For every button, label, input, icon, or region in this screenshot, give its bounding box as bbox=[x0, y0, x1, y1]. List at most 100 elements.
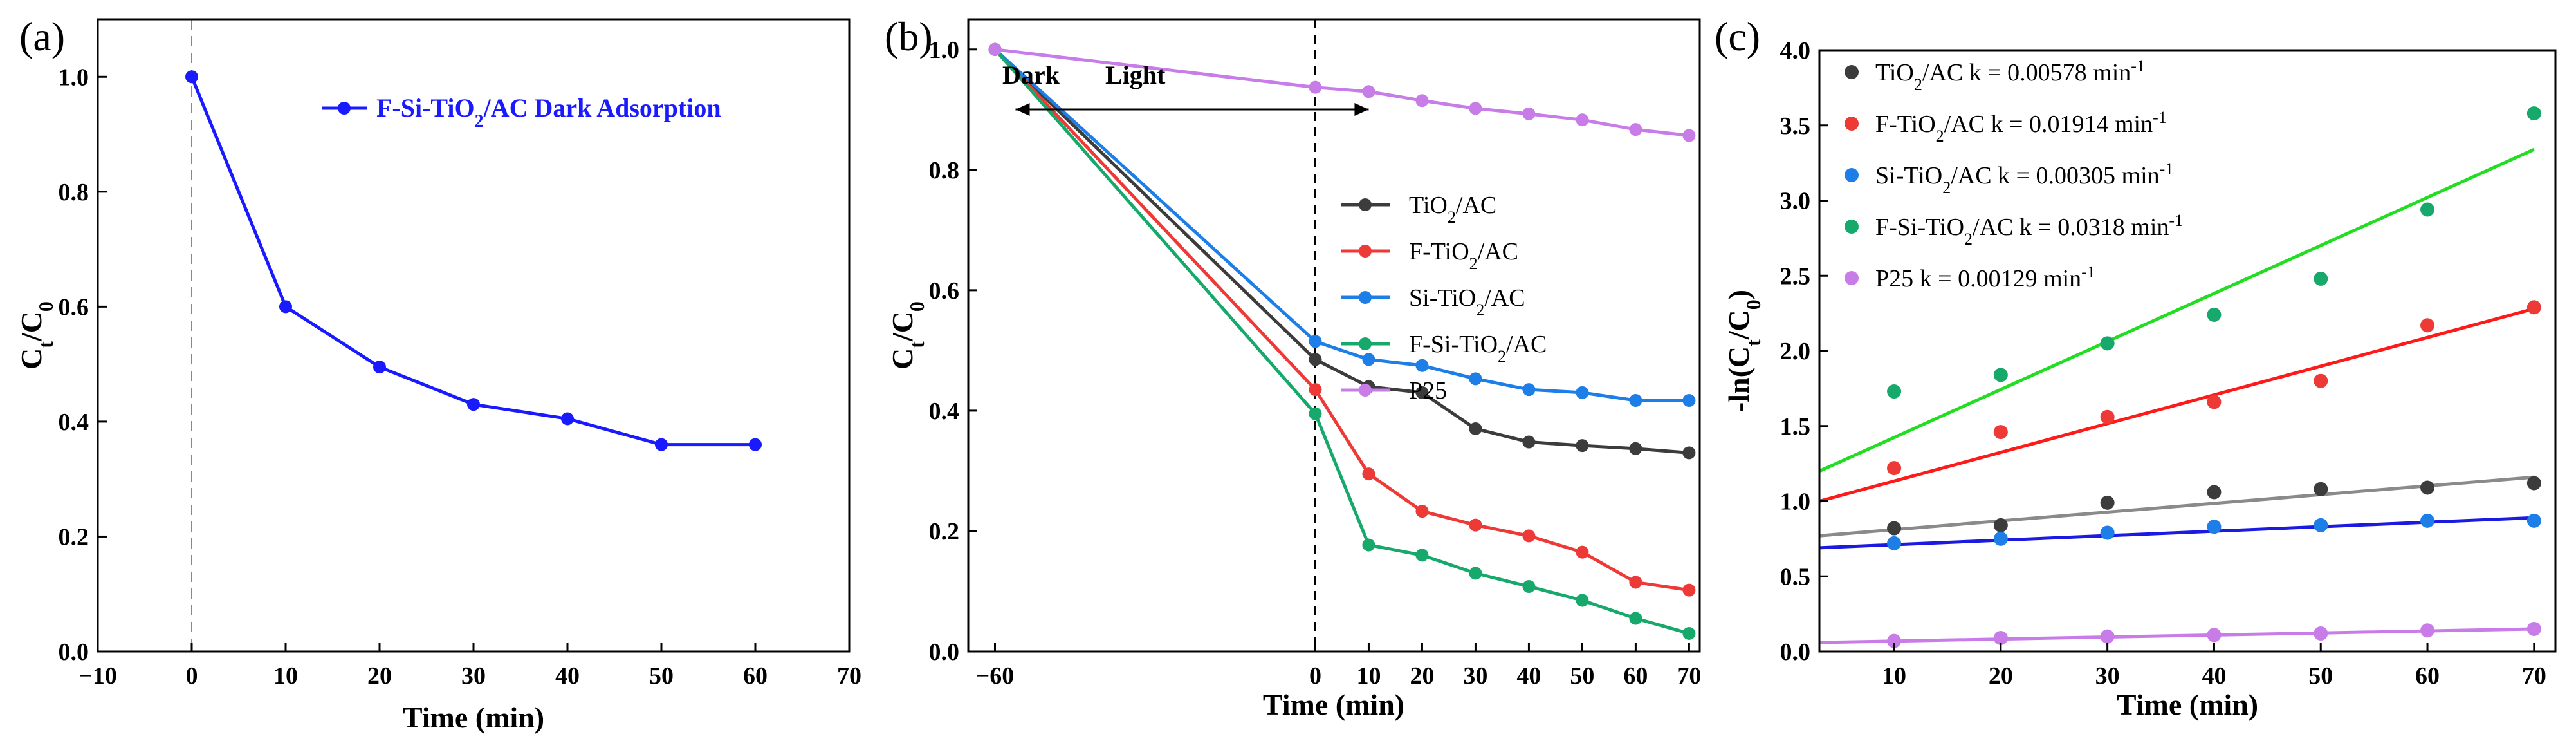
data-point-f-si-tio2-ac bbox=[2526, 106, 2541, 121]
x-tick-label: 10 bbox=[1882, 662, 1906, 689]
panel-a-label: (a) bbox=[19, 14, 65, 59]
data-point-f-si-tio2-ac bbox=[2420, 202, 2435, 217]
fit-line-p25 bbox=[1819, 627, 2534, 644]
panel-b-y-axis-title: Ct/C0 bbox=[886, 301, 928, 370]
data-point-tio2-ac bbox=[1629, 442, 1642, 455]
panel-c-label: (c) bbox=[1715, 14, 1760, 59]
data-point-f-tio2-ac bbox=[1887, 461, 1902, 476]
series-line-si-tio2-ac bbox=[993, 48, 1689, 402]
legend-label-si-tio2-ac: Si-TiO2/AC k = 0.00305 min-1 bbox=[1875, 160, 2173, 197]
panel-b-legend: TiO2/AC F-TiO2/AC Si-TiO2/AC F-Si-TiO2/AC P2… bbox=[1341, 192, 1547, 404]
legend-marker-si-tio2-ac bbox=[1845, 168, 1859, 182]
y-tick-label: 3.5 bbox=[1780, 113, 1811, 140]
legend-marker-tio2-ac bbox=[1845, 65, 1859, 79]
data-point-si-tio2-ac bbox=[1309, 335, 1322, 348]
data-point-f-tio2-ac bbox=[2314, 373, 2328, 388]
x-tick-label: 0 bbox=[186, 662, 198, 689]
y-tick-label: 0.6 bbox=[929, 277, 960, 305]
data-point-f-tio2-ac bbox=[1629, 576, 1642, 589]
y-tick-label: 3.0 bbox=[1780, 188, 1811, 215]
y-tick-label: 0.6 bbox=[59, 294, 89, 321]
legend-marker-f-si-tio2-ac-dark bbox=[338, 102, 351, 115]
x-tick-label: 70 bbox=[1677, 662, 1701, 689]
x-tick-label: 50 bbox=[2308, 662, 2333, 689]
y-tick-label: 0.0 bbox=[59, 639, 89, 666]
data-point-si-tio2-ac bbox=[2420, 513, 2435, 528]
data-point-tio2-ac bbox=[1415, 386, 1429, 399]
legend-marker-p25 bbox=[1845, 271, 1859, 285]
panel-c: (c) 10 20 30 40 50 60 70 0.0 0.5 1.0 1.5 2.0 2.5 3.0… bbox=[1715, 14, 2557, 721]
y-tick-label: 4.0 bbox=[1780, 37, 1811, 64]
data-point-f-si-tio2-ac bbox=[1887, 384, 1902, 399]
x-tick-label: 20 bbox=[367, 662, 392, 689]
x-tick-label: 20 bbox=[1410, 662, 1434, 689]
legend-label-f-tio2-ac: F-TiO2/AC bbox=[1409, 238, 1518, 273]
x-tick-label: −10 bbox=[78, 662, 117, 689]
data-point-si-tio2-ac bbox=[2314, 518, 2328, 532]
data-point-f-si-tio2-ac bbox=[1993, 368, 2008, 382]
series-line-f-tio2-ac bbox=[993, 48, 1689, 592]
x-tick-label: 70 bbox=[2522, 662, 2546, 689]
panel-c-frame bbox=[1818, 49, 2557, 653]
data-point-tio2-ac bbox=[1993, 518, 2008, 532]
data-point-f-si-tio2-ac bbox=[1682, 626, 1696, 640]
data-point-p25 bbox=[1682, 129, 1696, 142]
data-point-p25 bbox=[1362, 85, 1375, 98]
panel-b-y-ticks: 0.0 0.2 0.4 0.6 0.8 1.0 bbox=[929, 37, 977, 666]
data-point-f-si-tio2-ac bbox=[1629, 612, 1642, 625]
data-point-p25 bbox=[988, 42, 1002, 56]
data-point-f-si-tio2-ac-dark-adsorption bbox=[561, 412, 574, 426]
data-point-si-tio2-ac bbox=[1576, 386, 1589, 399]
panel-c-y-ticks: 0.0 0.5 1.0 1.5 2.0 2.5 3.0 3.5 4.0 bbox=[1780, 37, 1828, 666]
dark-label: Dark bbox=[1002, 61, 1060, 89]
x-tick-label: 20 bbox=[1989, 662, 2013, 689]
y-tick-label: 0.8 bbox=[929, 157, 960, 184]
x-tick-label: −60 bbox=[976, 662, 1015, 689]
x-tick-label: 40 bbox=[2202, 662, 2226, 689]
data-point-f-tio2-ac bbox=[1362, 467, 1375, 481]
x-tick-label: 0 bbox=[1309, 662, 1321, 689]
legend-label-tio2-ac: TiO2/AC bbox=[1409, 192, 1496, 227]
data-point-f-si-tio2-ac bbox=[2100, 336, 2115, 351]
data-point-si-tio2-ac bbox=[1415, 359, 1429, 372]
panel-c-x-ticks: 10 20 30 40 50 60 70 bbox=[1882, 643, 2546, 689]
fit-line-si-tio2-ac bbox=[1819, 516, 2534, 550]
data-point-f-tio2-ac bbox=[1576, 545, 1589, 559]
data-point-p25 bbox=[1576, 113, 1589, 127]
data-point-f-tio2-ac bbox=[2207, 395, 2222, 409]
data-point-f-si-tio2-ac-dark-adsorption bbox=[655, 438, 668, 451]
legend-marker-f-si-tio2-ac bbox=[1845, 220, 1859, 234]
panel-b-x-axis-title: Time (min) bbox=[1263, 688, 1404, 721]
data-point-f-tio2-ac bbox=[2420, 318, 2435, 333]
panel-a-series bbox=[185, 70, 762, 451]
data-point-tio2-ac bbox=[1469, 422, 1482, 435]
legend-marker-si-tio2-ac bbox=[1359, 291, 1372, 304]
legend-label-f-tio2-ac: F-TiO2/AC k = 0.01914 min-1 bbox=[1875, 108, 2167, 145]
y-tick-label: 0.0 bbox=[929, 639, 960, 666]
x-tick-label: 70 bbox=[837, 662, 861, 689]
y-tick-label: 2.0 bbox=[1780, 338, 1811, 365]
data-point-si-tio2-ac bbox=[1469, 372, 1482, 386]
y-tick-label: 0.2 bbox=[929, 518, 960, 545]
data-point-tio2-ac bbox=[2100, 495, 2115, 510]
panel-b-x-ticks: −60 0 10 20 30 40 50 60 70 bbox=[976, 643, 1701, 689]
x-tick-label: 60 bbox=[743, 662, 768, 689]
y-tick-label: 1.0 bbox=[929, 37, 960, 64]
data-point-f-tio2-ac bbox=[2526, 300, 2541, 315]
data-point-f-si-tio2-ac-dark-adsorption bbox=[373, 361, 386, 374]
x-tick-label: 60 bbox=[2415, 662, 2440, 689]
fit-line-f-si-tio2-ac bbox=[1818, 147, 2535, 473]
y-tick-label: 1.5 bbox=[1780, 413, 1811, 440]
legend-marker-p25 bbox=[1359, 384, 1372, 397]
data-point-f-tio2-ac bbox=[1993, 425, 2008, 440]
legend-label-tio2-ac: TiO2/AC k = 0.00578 min-1 bbox=[1875, 57, 2145, 94]
data-point-f-si-tio2-ac bbox=[1415, 549, 1429, 562]
data-point-p25 bbox=[2207, 628, 2222, 643]
y-tick-label: 0.2 bbox=[59, 523, 89, 550]
series-line-f-si-tio2-ac-dark-adsorption bbox=[190, 76, 755, 447]
data-point-p25 bbox=[1415, 94, 1429, 108]
panel-a-y-axis-title: Ct/C0 bbox=[15, 301, 57, 370]
y-tick-label: 0.5 bbox=[1780, 563, 1811, 590]
data-point-tio2-ac bbox=[1309, 353, 1322, 366]
legend-marker-tio2-ac bbox=[1359, 198, 1372, 211]
